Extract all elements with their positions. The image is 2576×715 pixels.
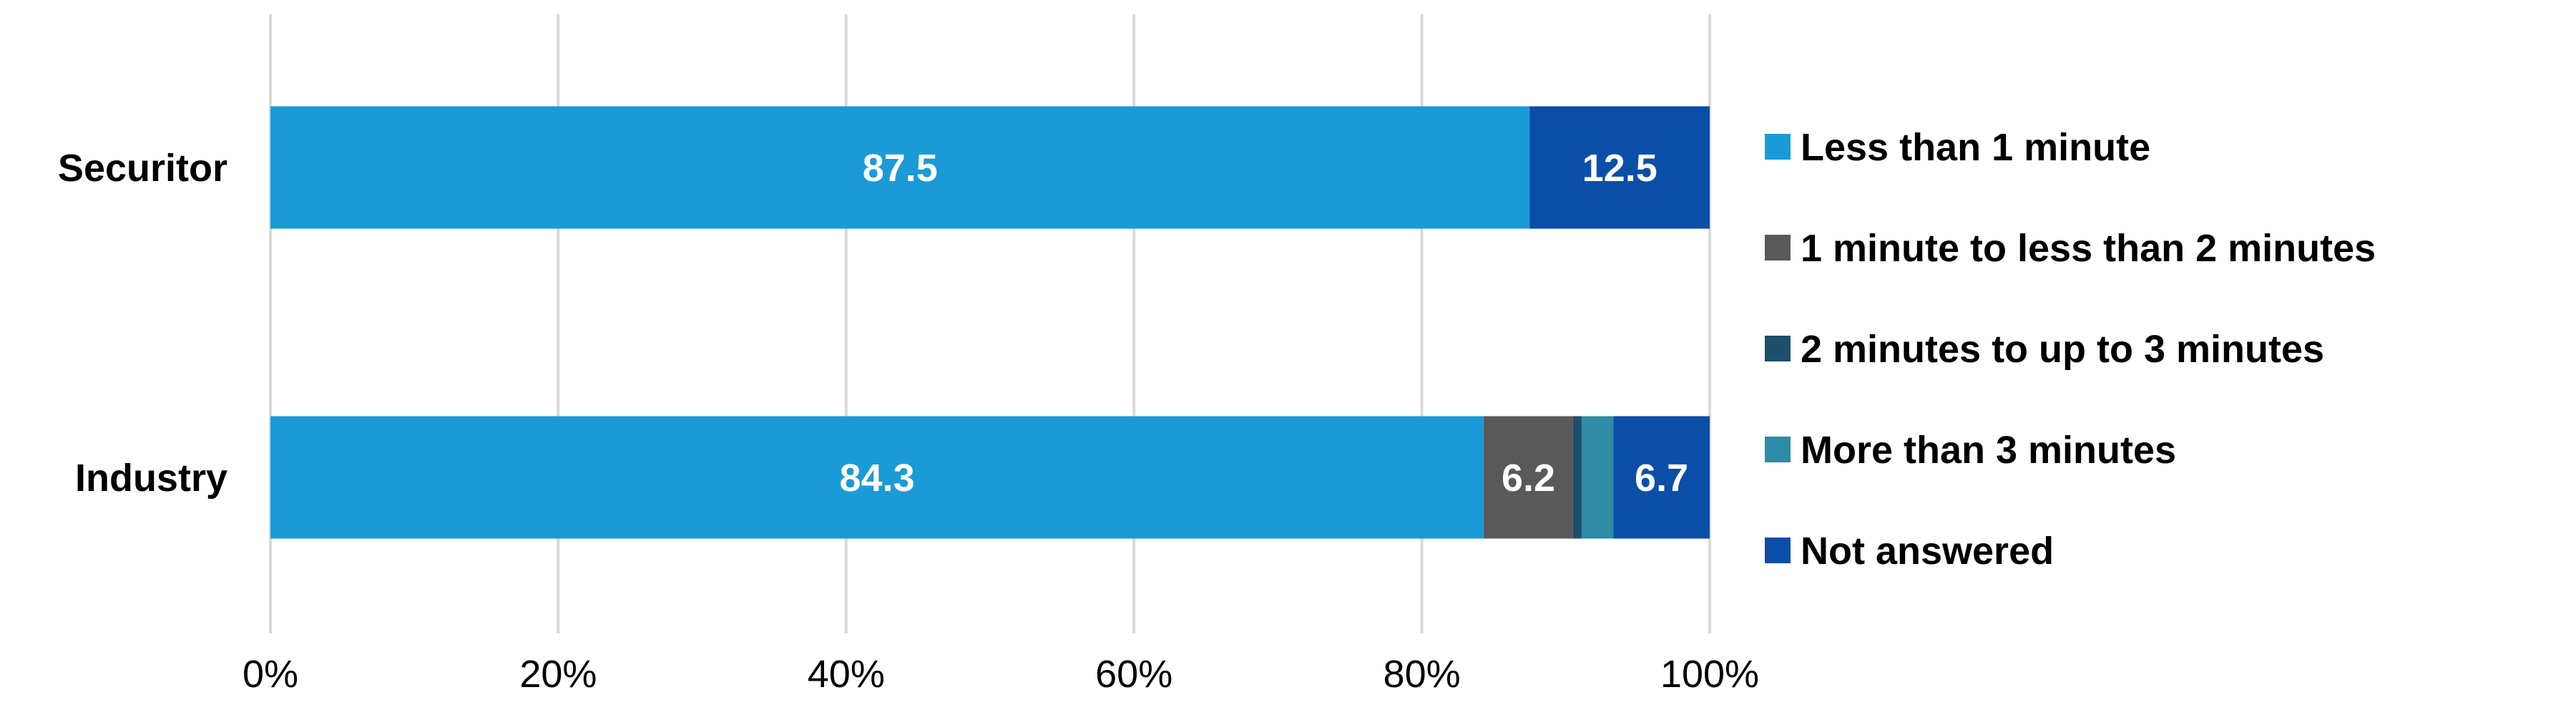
legend: Less than 1 minute 1 minute to less than … bbox=[1765, 126, 2376, 573]
legend-label: Less than 1 minute bbox=[1801, 126, 2150, 169]
x-tick-label: 0% bbox=[243, 653, 298, 696]
legend-swatch bbox=[1765, 336, 1791, 361]
x-tick-label: 20% bbox=[519, 653, 597, 696]
data-label-securitor-less-than-1-minute: 87.5 bbox=[863, 147, 938, 190]
x-tick-labels: 0% 20% 40% 60% 80% 100% bbox=[243, 653, 1759, 696]
legend-label: 1 minute to less than 2 minutes bbox=[1801, 227, 2376, 270]
x-tick-label: 40% bbox=[808, 653, 885, 696]
bar-industry-not-answered bbox=[1613, 416, 1710, 539]
legend-item-2-minutes-to-up-to-3-minutes: 2 minutes to up to 3 minutes bbox=[1765, 328, 2324, 371]
data-labels: 87.5 12.5 84.3 6.2 6.7 bbox=[840, 147, 1689, 500]
x-tick-label: 60% bbox=[1095, 653, 1172, 696]
legend-label: Not answered bbox=[1801, 530, 2054, 573]
x-tick-label: 80% bbox=[1384, 653, 1461, 696]
data-label-securitor-not-answered: 12.5 bbox=[1582, 147, 1657, 190]
legend-swatch bbox=[1765, 538, 1791, 563]
category-label-industry: Industry bbox=[75, 457, 227, 500]
legend-item-not-answered: Not answered bbox=[1765, 530, 2054, 573]
data-label-industry-less-than-1-minute: 84.3 bbox=[840, 457, 915, 500]
bar-securitor-less-than-1-minute bbox=[270, 106, 1530, 229]
x-tick-label: 100% bbox=[1660, 653, 1759, 696]
bar-securitor-not-answered bbox=[1529, 106, 1710, 229]
legend-item-more-than-3-minutes: More than 3 minutes bbox=[1765, 429, 2176, 472]
bar-industry-1-minute-to-less-than-2-minutes bbox=[1484, 416, 1573, 539]
legend-item-1-minute-to-less-than-2-minutes: 1 minute to less than 2 minutes bbox=[1765, 227, 2376, 270]
category-labels: Securitor Industry bbox=[58, 147, 227, 500]
category-label-securitor: Securitor bbox=[58, 147, 227, 190]
legend-swatch bbox=[1765, 134, 1791, 160]
legend-label: More than 3 minutes bbox=[1801, 429, 2176, 472]
legend-item-less-than-1-minute: Less than 1 minute bbox=[1765, 126, 2150, 169]
bars bbox=[270, 106, 1710, 539]
legend-swatch bbox=[1765, 437, 1791, 462]
bar-industry-2-minutes-to-up-to-3-minutes bbox=[1572, 416, 1582, 539]
bar-industry-more-than-3-minutes bbox=[1581, 416, 1614, 539]
data-label-industry-1-minute-to-less-than-2-minutes: 6.2 bbox=[1502, 457, 1555, 500]
data-label-industry-not-answered: 6.7 bbox=[1635, 457, 1688, 500]
legend-swatch bbox=[1765, 235, 1791, 261]
legend-label: 2 minutes to up to 3 minutes bbox=[1801, 328, 2324, 371]
bar-industry-less-than-1-minute bbox=[270, 416, 1484, 539]
